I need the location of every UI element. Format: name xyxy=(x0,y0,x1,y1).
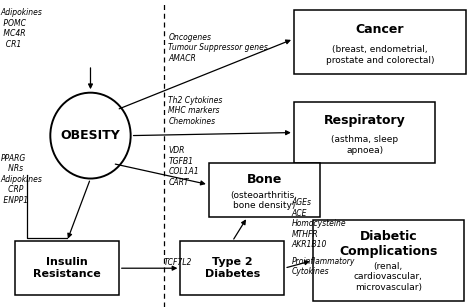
Text: VDR
TGFB1
COL1A1
CART: VDR TGFB1 COL1A1 CART xyxy=(168,146,199,187)
Text: Proinflammatory
Cytokines: Proinflammatory Cytokines xyxy=(292,257,355,276)
Text: Oncogenes
Tumour Suppressor genes
AMACR: Oncogenes Tumour Suppressor genes AMACR xyxy=(168,33,268,63)
Text: Type 2
Diabetes: Type 2 Diabetes xyxy=(205,257,260,279)
Text: Th2 Cytokines
MHC markers
Chemokines: Th2 Cytokines MHC markers Chemokines xyxy=(168,96,223,126)
FancyBboxPatch shape xyxy=(294,10,466,74)
Text: (breast, endometrial,
prostate and colorectal): (breast, endometrial, prostate and color… xyxy=(326,45,434,65)
FancyBboxPatch shape xyxy=(15,241,119,295)
Text: (osteoarthritis,
bone density): (osteoarthritis, bone density) xyxy=(231,191,298,210)
Text: AGEs
ACE
Homocysteine
MTHFR
AKR1B10: AGEs ACE Homocysteine MTHFR AKR1B10 xyxy=(292,198,346,249)
Text: PPARG
   NRs
Adipokines
   CRP
 ENPP1: PPARG NRs Adipokines CRP ENPP1 xyxy=(0,154,43,205)
FancyBboxPatch shape xyxy=(209,163,319,217)
FancyBboxPatch shape xyxy=(294,102,436,163)
Text: TCF7L2: TCF7L2 xyxy=(164,258,192,267)
Text: Cancer: Cancer xyxy=(356,23,404,36)
Text: OBESITY: OBESITY xyxy=(61,129,120,142)
Text: (renal,
cardiovascular,
microvascular): (renal, cardiovascular, microvascular) xyxy=(354,262,423,292)
FancyBboxPatch shape xyxy=(180,241,284,295)
Text: Bone: Bone xyxy=(246,173,282,186)
Text: (asthma, sleep
apnoea): (asthma, sleep apnoea) xyxy=(331,135,398,155)
Text: Respiratory: Respiratory xyxy=(324,114,405,127)
FancyBboxPatch shape xyxy=(313,220,464,301)
Text: Adipokines
 POMC
 MC4R
  CR1: Adipokines POMC MC4R CR1 xyxy=(0,8,43,49)
Text: Diabetic
Complications: Diabetic Complications xyxy=(339,230,438,258)
Text: Insulin
Resistance: Insulin Resistance xyxy=(33,257,101,279)
